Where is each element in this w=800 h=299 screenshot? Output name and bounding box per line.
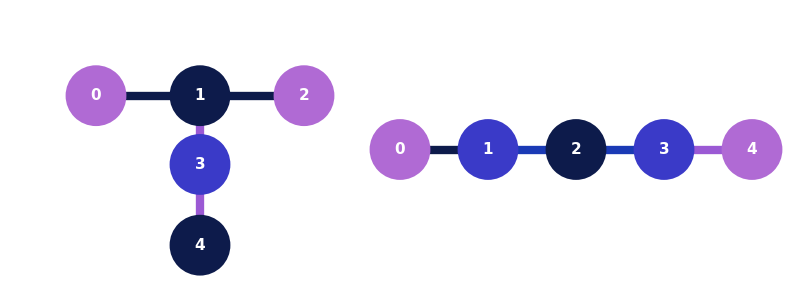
Ellipse shape <box>170 134 230 195</box>
Ellipse shape <box>274 65 334 126</box>
Text: 2: 2 <box>570 142 582 157</box>
Text: 3: 3 <box>194 157 206 172</box>
Text: 2: 2 <box>298 88 310 103</box>
Ellipse shape <box>634 119 694 180</box>
Ellipse shape <box>458 119 518 180</box>
Ellipse shape <box>722 119 782 180</box>
Text: 0: 0 <box>394 142 406 157</box>
Text: 1: 1 <box>482 142 494 157</box>
Text: 0: 0 <box>90 88 102 103</box>
Ellipse shape <box>546 119 606 180</box>
Text: 3: 3 <box>658 142 670 157</box>
Ellipse shape <box>170 215 230 276</box>
Text: 1: 1 <box>194 88 206 103</box>
Ellipse shape <box>370 119 430 180</box>
Text: 4: 4 <box>194 238 206 253</box>
Text: 4: 4 <box>746 142 758 157</box>
Ellipse shape <box>66 65 126 126</box>
Ellipse shape <box>170 65 230 126</box>
